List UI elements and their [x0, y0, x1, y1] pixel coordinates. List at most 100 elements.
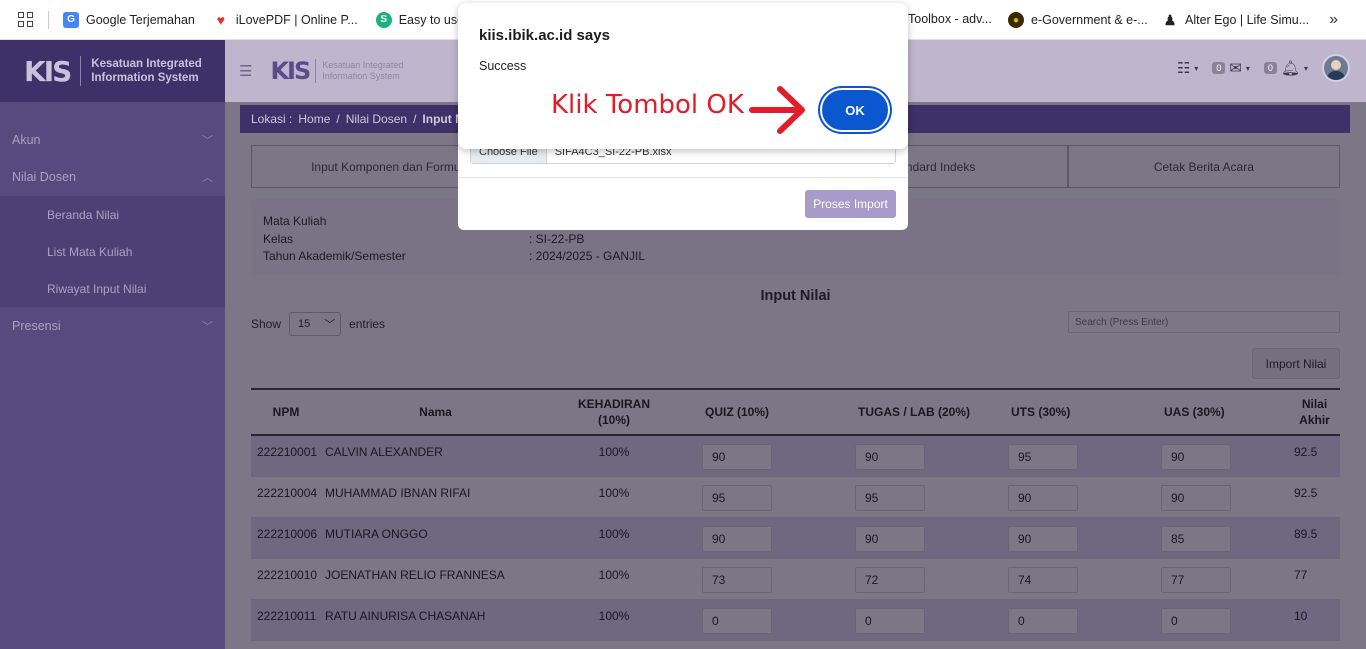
cell-quiz: 95 — [678, 477, 831, 517]
col-uts[interactable]: UTS (30%) — [1011, 405, 1071, 419]
avatar[interactable] — [1322, 54, 1350, 82]
uts-input[interactable]: 95 — [1008, 444, 1078, 470]
bookmark-separator — [48, 10, 49, 29]
cell-quiz: 0 — [678, 600, 831, 640]
uts-input[interactable]: 0 — [1008, 608, 1078, 634]
table-row: 222210006 MUTIARA ONGGO 100% 90 90 90 85 89.5 — [251, 518, 1340, 559]
s-logo-icon: S — [375, 11, 392, 28]
cell-npm: 222210011 — [257, 609, 317, 623]
bookmark-ilovepdf[interactable]: ♥ iLovePDF | Online P... — [212, 11, 358, 28]
uas-input[interactable]: 77 — [1161, 567, 1231, 593]
sidebar-brand[interactable]: KIS Kesatuan Integrated Information Syst… — [0, 40, 225, 102]
notifications-dropdown[interactable]: 0 🔔︎ ▾ — [1263, 59, 1308, 77]
sidebar-item-riwayat-input-nilai[interactable]: Riwayat Input Nilai — [0, 270, 225, 307]
chevron-down-icon: ﹀ — [202, 321, 213, 333]
quiz-input[interactable]: 95 — [702, 485, 772, 511]
cell-quiz: 73 — [678, 559, 831, 599]
more-bookmarks-icon[interactable]: » — [1329, 11, 1338, 28]
sidebar-item-beranda-nilai[interactable]: Beranda Nilai — [0, 196, 225, 233]
sidebar-item-presensi[interactable]: Presensi ﹀ — [0, 308, 225, 344]
envelope-icon: ✉ — [1229, 60, 1242, 77]
info-value: : SI-22-PB — [529, 231, 585, 246]
brand-line1: Kesatuan Integrated — [322, 60, 404, 70]
brand-line2: Information System — [91, 72, 199, 84]
bookmark-alter-ego[interactable]: ♟ Alter Ego | Life Simu... — [1162, 12, 1309, 28]
cell-uts: 0 — [984, 600, 1137, 640]
col-quiz[interactable]: QUIZ (10%) — [705, 405, 770, 419]
cell-tugas: 95 — [831, 477, 984, 517]
cell-kehadiran: 100% — [598, 527, 630, 541]
modal-divider — [458, 177, 908, 178]
header-logo[interactable]: KIS Kesatuan Integrated Information Syst… — [270, 57, 403, 85]
quiz-input[interactable]: 0 — [702, 608, 772, 634]
sidebar-item-akun[interactable]: Akun ﹀ — [0, 122, 225, 158]
cell-tugas: 90 — [831, 518, 984, 558]
uts-input[interactable]: 90 — [1008, 485, 1078, 511]
uas-input[interactable]: 85 — [1161, 526, 1231, 552]
uts-input[interactable]: 74 — [1008, 567, 1078, 593]
cell-tugas: 72 — [831, 559, 984, 599]
info-value: : 2024/2025 - GANJIL — [529, 249, 646, 263]
tugas-input[interactable]: 0 — [855, 608, 925, 634]
table-row: 222210010 JOENATHAN RELIO FRANNESA 100% 73 7… — [251, 559, 1340, 600]
entries-select[interactable]: 15 ﹀ — [289, 312, 342, 336]
quiz-input[interactable]: 90 — [702, 444, 772, 470]
tugas-input[interactable]: 90 — [855, 526, 925, 552]
cell-tugas: 0 — [831, 600, 984, 640]
ok-button[interactable]: OK — [822, 90, 888, 130]
col-nilai-akhir[interactable]: Nilai Akhir — [1299, 397, 1330, 427]
bookmark-google-terjemahan[interactable]: G Google Terjemahan — [63, 11, 195, 28]
sidebar-item-nilai-dosen[interactable]: Nilai Dosen ︿ — [0, 159, 225, 195]
brand-line1: Kesatuan Integrated — [91, 58, 202, 70]
chevron-down-icon: ﹀ — [324, 319, 336, 331]
uas-input[interactable]: 0 — [1161, 608, 1231, 634]
menu-toggle-icon[interactable]: ☰ — [239, 63, 253, 80]
uts-input[interactable]: 90 — [1008, 526, 1078, 552]
cell-kehadiran: 100% — [598, 445, 630, 459]
cell-kehadiran: 100% — [598, 568, 630, 582]
quiz-input[interactable]: 73 — [702, 567, 772, 593]
messages-dropdown[interactable]: 0 ✉ ▾ — [1212, 59, 1250, 77]
cell-nilai-akhir: 92.5 — [1294, 445, 1318, 459]
breadcrumb-home[interactable]: Home — [298, 112, 331, 126]
annotation-text: Klik Tombol OK — [551, 90, 744, 120]
cell-kehadiran: 100% — [598, 486, 630, 500]
chevron-down-icon: ﹀ — [202, 135, 213, 147]
cell-nama: MUTIARA ONGGO — [325, 527, 428, 541]
tugas-input[interactable]: 72 — [855, 567, 925, 593]
message-badge: 0 — [1212, 62, 1226, 74]
sidebar-item-list-mata-kuliah[interactable]: List Mata Kuliah — [0, 233, 225, 270]
tugas-input[interactable]: 95 — [855, 485, 925, 511]
col-uas[interactable]: UAS (30%) — [1164, 405, 1225, 419]
alert-title: kiis.ibik.ac.id says — [479, 27, 610, 44]
col-kehadiran[interactable]: KEHADIRAN (10%) — [578, 397, 650, 427]
bookmark-toolbox[interactable]: Toolbox - adv... — [908, 12, 992, 26]
cell-nama: RATU AINURISA CHASANAH — [325, 609, 486, 623]
apps-grid-icon[interactable] — [18, 11, 34, 28]
cell-tugas: 90 — [831, 436, 984, 476]
col-npm[interactable]: NPM — [272, 405, 300, 419]
bookmark-label: Google Terjemahan — [86, 12, 195, 27]
quiz-input[interactable]: 90 — [702, 526, 772, 552]
list-menu-icon[interactable]: ☷ ▾ — [1176, 60, 1199, 77]
breadcrumb-current: Input Ni — [422, 112, 468, 126]
tugas-input[interactable]: 90 — [855, 444, 925, 470]
info-key: Mata Kuliah — [263, 214, 327, 228]
show-label: Show — [251, 317, 282, 331]
proses-import-button[interactable]: Proses Import — [805, 190, 896, 218]
breadcrumb-nilai-dosen[interactable]: Nilai Dosen — [345, 112, 408, 126]
bookmark-e-government[interactable]: ● e-Government & e-... — [1008, 12, 1148, 28]
sidebar: Akun ﹀ Nilai Dosen ︿ Beranda Nilai List … — [0, 102, 225, 649]
col-nama[interactable]: Nama — [419, 405, 452, 419]
cell-quiz: 90 — [678, 518, 831, 558]
uas-input[interactable]: 90 — [1161, 444, 1231, 470]
cell-nama: MUHAMMAD IBNAN RIFAI — [325, 486, 471, 500]
import-nilai-button[interactable]: Import Nilai — [1252, 348, 1340, 379]
annotation-arrow-icon — [749, 86, 805, 134]
bell-icon: 🔔︎ — [1280, 60, 1300, 77]
tab-cetak-berita-acara[interactable]: Cetak Berita Acara — [1067, 145, 1340, 188]
logo-divider — [80, 56, 82, 86]
search-input[interactable]: Search (Press Enter) — [1068, 311, 1340, 333]
uas-input[interactable]: 90 — [1161, 485, 1231, 511]
col-tugas[interactable]: TUGAS / LAB (20%) — [858, 405, 971, 419]
